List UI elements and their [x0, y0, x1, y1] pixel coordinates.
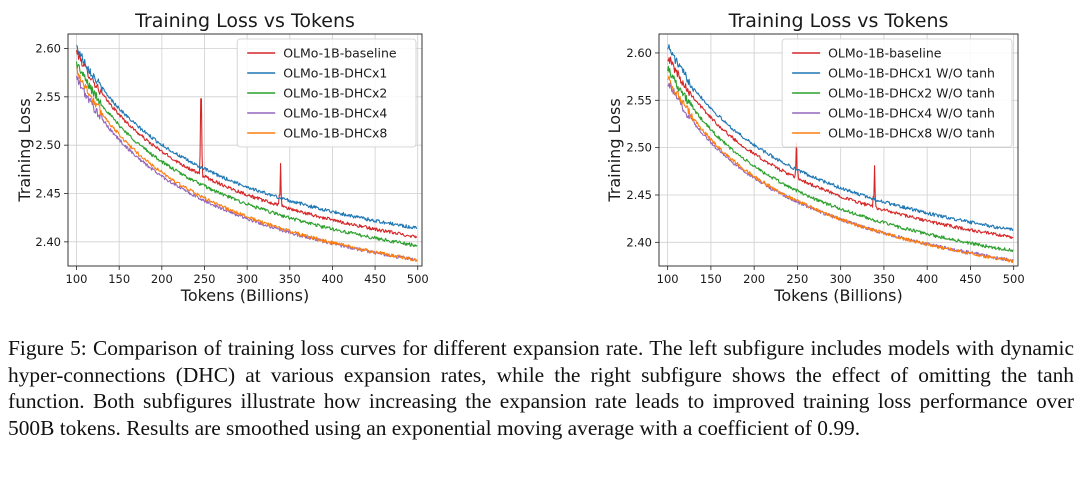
legend-label: OLMo-1B-DHCx1: [283, 66, 387, 81]
y-tick-label: 2.50: [626, 141, 652, 155]
right-axes-frame: [658, 33, 1019, 267]
left-axes-frame: [67, 33, 423, 267]
y-tick-label: 2.40: [626, 235, 652, 249]
left-legend: OLMo-1B-baseline OLMo-1B-DHCx1 OLMo-1B-DHC…: [236, 38, 417, 148]
y-tick-label: 2.60: [35, 42, 61, 56]
y-tick-label: 2.40: [35, 235, 61, 249]
series-line-olmo-1b-dhcx2: [75, 61, 418, 248]
series-line-olmo-1b-dhcx1-w-o-tanh: [667, 44, 1014, 231]
series-line-olmo-1b-baseline: [667, 56, 1014, 239]
right-series-group: [667, 44, 1014, 264]
series-line-olmo-1b-dhcx8-w-o-tanh: [667, 75, 1014, 264]
legend-label: OLMo-1B-baseline: [283, 46, 397, 61]
y-tick-label: 2.50: [35, 138, 61, 152]
y-tick-label: 2.60: [626, 46, 652, 60]
left-y-axis-label: Training Loss: [15, 98, 34, 202]
x-tick-label: 450: [364, 272, 386, 286]
x-tick-label: 400: [916, 272, 938, 286]
left-chart-title: Training Loss vs Tokens: [134, 10, 355, 32]
figure-caption: Figure 5: Comparison of training loss cu…: [8, 336, 1074, 440]
right-legend: OLMo-1B-baseline OLMo-1B-DHCx1 W/O tanh OL…: [781, 38, 1013, 148]
legend-box: [781, 38, 1013, 148]
series-line-olmo-1b-dhcx2-w-o-tanh: [667, 65, 1014, 253]
left-x-axis-label: Tokens (Billions): [180, 286, 309, 305]
y-tick-label: 2.45: [626, 188, 652, 202]
x-tick-label: 300: [830, 272, 852, 286]
x-tick-label: 500: [1003, 272, 1025, 286]
x-tick-label: 450: [959, 272, 981, 286]
series-line-olmo-1b-baseline: [75, 50, 418, 239]
x-tick-label: 200: [151, 272, 173, 286]
legend-label: OLMo-1B-DHCx2: [283, 86, 387, 101]
legend-label: OLMo-1B-baseline: [828, 46, 942, 61]
y-tick-label: 2.55: [626, 93, 652, 107]
legend-label: OLMo-1B-DHCx2 W/O tanh: [828, 86, 995, 101]
x-tick-label: 150: [108, 272, 130, 286]
x-tick-label: 300: [236, 272, 258, 286]
legend-label: OLMo-1B-DHCx1 W/O tanh: [828, 66, 995, 81]
legend-label: OLMo-1B-DHCx4: [283, 106, 387, 121]
x-tick-label: 150: [700, 272, 722, 286]
legend-label: OLMo-1B-DHCx8: [283, 126, 387, 141]
right-chart-title: Training Loss vs Tokens: [728, 10, 949, 32]
chart-right: Training Loss vs Tokens 100 150 200 250 300 35…: [605, 10, 1025, 305]
x-tick-label: 100: [66, 272, 88, 286]
x-tick-label: 250: [194, 272, 216, 286]
series-line-olmo-1b-dhcx8: [76, 67, 418, 262]
legend-label: OLMo-1B-DHCx4 W/O tanh: [828, 106, 995, 121]
right-y-axis-label: Training Loss: [605, 98, 624, 202]
y-tick-label: 2.55: [35, 90, 61, 104]
x-tick-label: 350: [873, 272, 895, 286]
right-x-axis-label: Tokens (Billions): [773, 286, 902, 305]
legend-box: [236, 38, 417, 148]
x-tick-label: 400: [321, 272, 343, 286]
x-tick-label: 350: [279, 272, 301, 286]
x-tick-label: 250: [786, 272, 808, 286]
x-tick-label: 500: [407, 272, 429, 286]
series-line-olmo-1b-dhcx1: [76, 44, 418, 230]
y-tick-label: 2.45: [35, 187, 61, 201]
x-tick-label: 200: [743, 272, 765, 286]
x-tick-label: 100: [657, 272, 679, 286]
legend-label: OLMo-1B-DHCx8 W/O tanh: [828, 126, 995, 141]
chart-left: Training Loss vs Tokens 100 150 200 250 300 35…: [15, 10, 429, 305]
left-series-group: [75, 44, 418, 262]
